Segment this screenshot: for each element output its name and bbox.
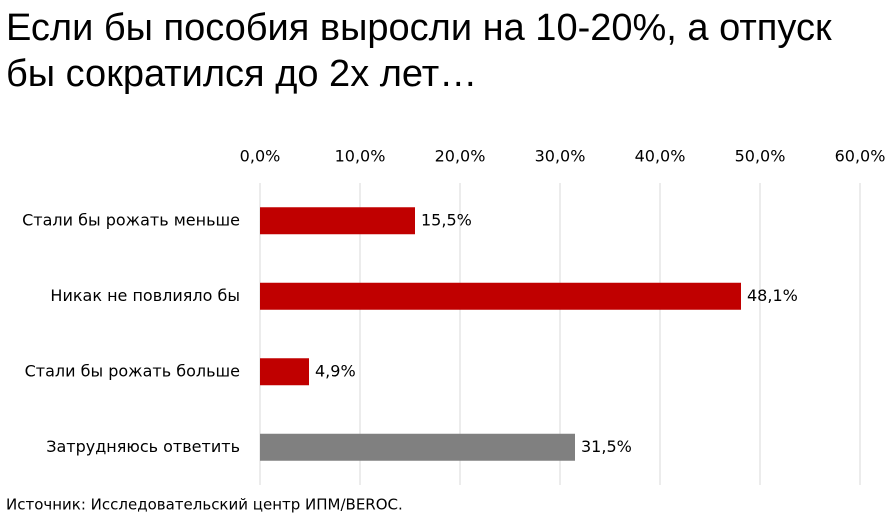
chart-title: Если бы пособия выросли на 10-20%, а отп… (6, 7, 832, 49)
x-tick-label: 20,0% (435, 147, 486, 166)
bar (260, 282, 741, 310)
x-tick-label: 10,0% (335, 147, 386, 166)
x-tick-label: 0,0% (240, 147, 281, 166)
y-tick-label: Затрудняюсь ответить (46, 437, 240, 456)
data-label: 48,1% (747, 286, 798, 305)
data-label: 15,5% (421, 210, 472, 229)
y-tick-label: Стали бы рожать больше (25, 361, 240, 380)
bar (260, 433, 575, 461)
bar (260, 358, 309, 386)
source-note: Источник: Исследовательский центр ИПМ/BE… (6, 496, 403, 514)
x-tick-label: 40,0% (635, 147, 686, 166)
y-tick-label: Никак не повлияло бы (50, 286, 240, 305)
x-tick-label: 60,0% (835, 147, 886, 166)
x-tick-label: 50,0% (735, 147, 786, 166)
data-label: 4,9% (315, 361, 356, 380)
bar (260, 207, 415, 235)
chart-title: бы сократился до 2х лет… (6, 53, 477, 95)
data-label: 31,5% (581, 437, 632, 456)
y-tick-label: Стали бы рожать меньше (22, 210, 240, 229)
x-tick-label: 30,0% (535, 147, 586, 166)
